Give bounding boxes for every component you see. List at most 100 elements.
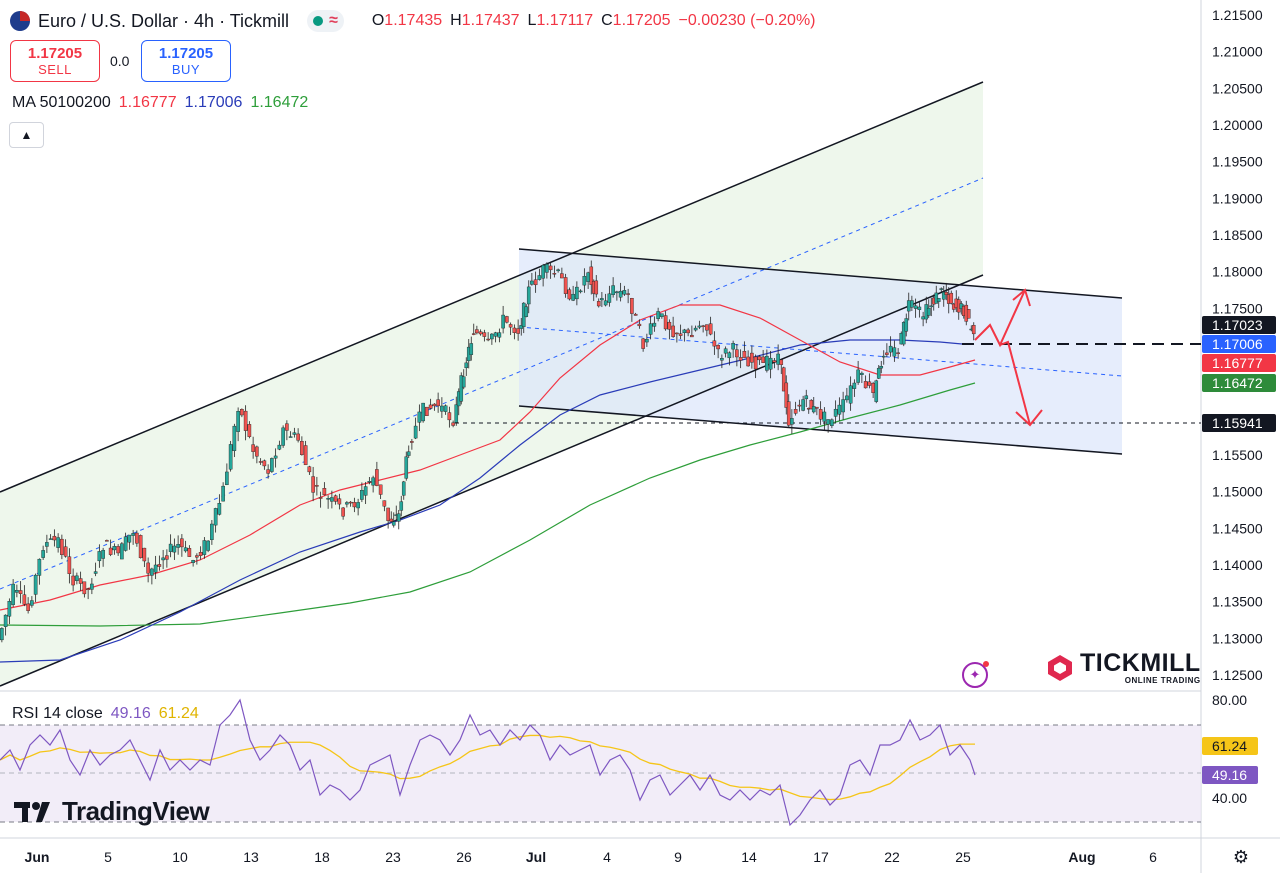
settings-icon[interactable]: ⚙ (1232, 846, 1250, 867)
candle-bull (281, 427, 285, 446)
candle-bull (421, 402, 425, 422)
candle-bear (750, 352, 754, 363)
price-tick-label: 1.20500 (1212, 80, 1263, 96)
price-label-badge (1202, 354, 1276, 372)
candle-bull (833, 408, 838, 417)
candle-bear (716, 345, 720, 350)
candle-bear (285, 423, 289, 431)
sell-button[interactable]: 1.17205 SELL (10, 40, 100, 82)
candle-bear (258, 461, 263, 463)
candle-bear (341, 507, 345, 517)
price-tick-label: 1.19000 (1212, 190, 1263, 206)
candle-bull (537, 275, 542, 280)
candle-bear (896, 352, 900, 354)
ascending-channel-upper[interactable] (0, 81, 984, 493)
candle-bull (461, 376, 466, 388)
candle-bear (686, 329, 690, 334)
candle-bear (560, 273, 564, 279)
candle-bear (300, 441, 304, 455)
scenario-arrow-down[interactable] (999, 340, 1031, 426)
price-tick-label: 1.18000 (1212, 264, 1263, 280)
candle-bear (797, 404, 802, 407)
candle-bear (589, 266, 594, 285)
candle-bear (863, 381, 868, 389)
candle-bear (78, 578, 83, 584)
candle-bear (742, 351, 747, 358)
candle-bull (656, 311, 660, 319)
ma-legend[interactable]: MA 50100200 1.16777 1.17006 1.16472 (12, 94, 308, 112)
chart-header: Euro / U.S. Dollar · 4h · Tickmill ≈ O1.… (10, 9, 816, 33)
descending-channel-upper[interactable] (518, 248, 1123, 299)
candle-bear (243, 410, 248, 431)
price-label-text: 1.16777 (1212, 355, 1263, 371)
candle-bull (611, 285, 615, 295)
candle-bull (904, 318, 909, 332)
candle-bear (348, 501, 353, 504)
candle-bull (879, 366, 884, 369)
candle-bear (382, 500, 387, 507)
candle-bear (165, 555, 169, 560)
candle-bear (389, 518, 394, 522)
candle-bear (135, 532, 139, 544)
candle-bear (142, 547, 147, 562)
candle-bull (929, 305, 934, 308)
buy-button[interactable]: 1.17205 BUY (141, 40, 231, 82)
candle-bull (404, 456, 409, 479)
rsi-axis[interactable]: 80.00 40.00 61.24 49.16 (1202, 692, 1258, 806)
collapse-legend-button[interactable]: ▲ (9, 122, 44, 148)
candle-bull (232, 425, 237, 451)
candle-bull (556, 269, 560, 272)
time-tick-label: Aug (1068, 849, 1095, 865)
candle-bull (417, 411, 422, 423)
descending-channel-lower[interactable] (518, 405, 1123, 455)
candle-bull (454, 404, 459, 423)
candle-bull (221, 485, 225, 502)
ma100-value: 1.17006 (184, 94, 243, 111)
candle-bull (41, 550, 45, 558)
candle-bull (443, 405, 448, 412)
candle-bull (526, 286, 531, 305)
candle-bull (345, 502, 349, 505)
candle-bear (552, 273, 557, 275)
candle-bull (292, 432, 297, 435)
price-tick-label: 1.20000 (1212, 117, 1263, 133)
price-tick-label: 1.14500 (1212, 520, 1263, 536)
rsi-legend[interactable]: RSI 14 close 49.16 61.24 (12, 705, 199, 723)
candle-bear (296, 433, 300, 441)
candle-bull (917, 306, 922, 310)
descending-channel-mid[interactable] (518, 326, 1123, 377)
scenario-arrow-up[interactable] (974, 289, 1026, 348)
candle-bear (410, 441, 414, 443)
price-label-text: 1.15941 (1212, 415, 1263, 431)
candle-bull (225, 471, 229, 485)
candle-bull (168, 543, 173, 552)
flag-icon (10, 11, 30, 31)
close-value: 1.17205 (612, 12, 671, 29)
candle-bull (33, 574, 38, 595)
candle-bull (371, 477, 375, 486)
candle-bear (251, 444, 255, 452)
candle-bull (941, 291, 946, 300)
candle-bull (490, 333, 494, 340)
market-status-pill[interactable]: ≈ (307, 10, 344, 32)
candle-bear (303, 445, 308, 466)
candle-bear (867, 381, 872, 386)
rsi-ma-value: 61.24 (158, 705, 199, 722)
symbol-title[interactable]: Euro / U.S. Dollar · 4h · Tickmill (38, 10, 290, 31)
lightning-icon[interactable]: ✦ (962, 661, 989, 688)
candle-bull (469, 343, 474, 355)
candle-bull (30, 600, 34, 606)
candle-bull (776, 353, 780, 365)
candle-bear (772, 360, 777, 363)
tradingview-logo-icon (14, 801, 50, 822)
candle-bull (153, 564, 158, 573)
candle-bull (191, 560, 195, 563)
candle-bear (944, 291, 949, 295)
time-axis[interactable]: Jun 5 10 13 18 23 26 Jul 4 9 14 17 22 25 Aug 6 (25, 849, 1158, 865)
candle-bull (459, 375, 464, 402)
candle-bull (913, 305, 918, 309)
price-label-badge (1202, 316, 1276, 334)
ascending-channel-mid[interactable] (0, 177, 984, 590)
tradingview-logo[interactable]: TradingView (14, 796, 210, 827)
